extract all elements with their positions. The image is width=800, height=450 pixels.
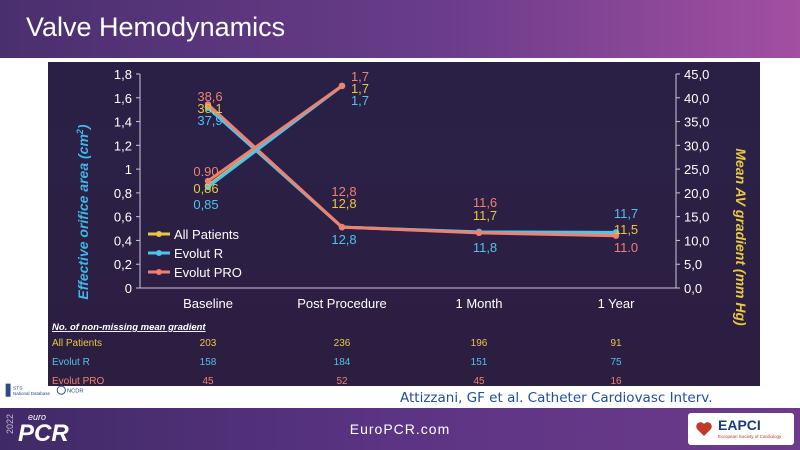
left-tick-label: 0,6: [114, 210, 132, 225]
chart-panel: 0 0,2 0,4 0,6 0,8 1 1,2 1,4 1,6 1,8 0,0 5,0 10,0 15,0…: [48, 62, 760, 386]
right-tick-label: 5,0: [684, 257, 702, 272]
data-label-layer: 38,638,137,90.900,860,851,71,71,712,812,…: [193, 69, 638, 255]
table-cell: 75: [610, 357, 622, 368]
data-label: 11,7: [473, 208, 497, 223]
left-tick-label: 0: [125, 281, 132, 296]
x-tick-label: Post Procedure: [297, 296, 387, 311]
data-label: 11,7: [614, 206, 638, 221]
eapci-logo: EAPCI European Society of Cardiology: [688, 413, 794, 445]
legend-label: Evolut R: [174, 246, 223, 261]
data-label: 38,1: [197, 101, 222, 116]
data-label: 11.0: [614, 240, 638, 255]
right-axis-title: Mean AV gradient (mm Hg): [733, 148, 749, 326]
table-row-label: All Patients: [52, 338, 102, 349]
legend-swatch-marker: [156, 231, 162, 237]
ncdr-logo-text: NCDR: [67, 389, 84, 395]
gradient-point: [204, 101, 212, 108]
left-tick-label: 1,6: [114, 91, 132, 106]
table-row-label: Evolut PRO: [52, 376, 104, 386]
legend: All Patients Evolut R Evolut PRO: [148, 227, 242, 280]
legend-swatch-marker: [156, 269, 162, 275]
data-label: 1,7: [351, 81, 369, 96]
gradient-point: [475, 229, 483, 237]
footer-url[interactable]: EuroPCR.com: [349, 421, 451, 437]
table-title: No. of non-missing mean gradient: [52, 322, 206, 333]
x-tick-label: 1 Year: [598, 296, 636, 311]
table-cell: 236: [334, 338, 351, 349]
eoa-line-evolut-pro: [207, 84, 343, 183]
table-cell: 52: [336, 376, 348, 386]
eoa-point: [338, 82, 346, 90]
hemodynamics-chart: 0 0,2 0,4 0,6 0,8 1 1,2 1,4 1,6 1,8 0,0 5,0 10,0 15,0…: [52, 67, 749, 386]
table-row-label: Evolut R: [52, 357, 90, 368]
left-tick-label: 0,2: [114, 257, 132, 272]
right-tick-label: 15,0: [684, 210, 709, 225]
gradient-point: [612, 232, 620, 239]
right-tick-label: 10,0: [684, 233, 709, 248]
data-label: 11,6: [473, 195, 497, 210]
gradient-line-all-patients: [206, 105, 617, 235]
left-tick-label: 0,8: [114, 186, 132, 201]
right-tick-label: 30,0: [684, 138, 709, 153]
right-tick-label: 35,0: [684, 115, 709, 130]
data-label: 0,86: [193, 181, 218, 196]
right-tick-label: 25,0: [684, 162, 709, 177]
right-tick-label: 40,0: [684, 91, 709, 106]
legend-swatch-marker: [156, 250, 162, 256]
pcr-logo: PCR: [18, 420, 69, 447]
eapci-logo-text: EAPCI: [718, 417, 761, 433]
left-tick-label: 1,8: [114, 67, 132, 82]
left-tick-label: 1,4: [114, 115, 132, 130]
data-label: 0.90: [193, 164, 218, 179]
right-tick-label: 20,0: [684, 186, 709, 201]
table-cell: 184: [334, 357, 351, 368]
data-label: 37,9: [197, 113, 222, 128]
eapci-logo-subtext: European Society of Cardiology: [718, 434, 782, 439]
gradient-line-evolut-r: [207, 106, 617, 234]
table-cell: 151: [471, 357, 488, 368]
series-layer: [204, 82, 620, 239]
data-label: 1,7: [351, 69, 369, 84]
left-tick-label: 1,2: [114, 138, 132, 153]
data-label: 1,7: [351, 93, 369, 108]
x-tick-label: 1 Month: [456, 296, 503, 311]
heart-icon: [696, 422, 712, 436]
left-tick-label: 1: [125, 162, 132, 177]
left-axis-title: Effective orifice area (cm2): [75, 124, 91, 300]
gradient-line-evolut-pro: [206, 103, 617, 238]
data-label: 0,85: [193, 197, 218, 212]
table-cell: 45: [202, 376, 214, 386]
legend-label: All Patients: [174, 227, 240, 242]
gradient-point: [338, 223, 346, 231]
slide-footer: 2022 euro PCR EuroPCR.com EAPCI European…: [0, 408, 800, 450]
data-label: 12,8: [331, 196, 356, 211]
slide-header: Valve Hemodynamics: [0, 0, 800, 58]
eoa-point: [204, 183, 212, 191]
table-cell: 158: [200, 357, 217, 368]
data-label: 12,8: [331, 232, 356, 247]
table-cell: 45: [473, 376, 485, 386]
table-cell: 203: [200, 338, 217, 349]
brand-euro-text: euro: [28, 412, 47, 422]
axis-layer: 0 0,2 0,4 0,6 0,8 1 1,2 1,4 1,6 1,8 0,0 5,0 10,0 15,0…: [114, 67, 709, 311]
sample-size-table: No. of non-missing mean gradient All Pati…: [52, 322, 622, 386]
table-cell: 16: [610, 376, 622, 386]
eoa-point: [204, 177, 212, 185]
sts-logo-icon: [5, 383, 11, 397]
legend-label: Evolut PRO: [174, 265, 242, 280]
table-cell: 196: [471, 338, 488, 349]
right-tick-label: 45,0: [684, 67, 709, 82]
left-tick-label: 0,4: [114, 233, 132, 248]
data-label: 11,5: [614, 222, 638, 237]
data-label: 38,6: [197, 89, 222, 104]
slide-title: Valve Hemodynamics: [26, 12, 286, 42]
right-tick-label: 0,0: [684, 281, 702, 296]
sts-logo-text: STS: [13, 385, 23, 391]
ncdr-logo-icon: [56, 385, 66, 395]
data-label: 12,8: [331, 184, 356, 199]
table-cell: 91: [610, 338, 622, 349]
sts-logo-subtext: National Database: [13, 391, 51, 396]
data-label: 11,8: [473, 240, 497, 255]
x-tick-label: Baseline: [183, 296, 233, 311]
